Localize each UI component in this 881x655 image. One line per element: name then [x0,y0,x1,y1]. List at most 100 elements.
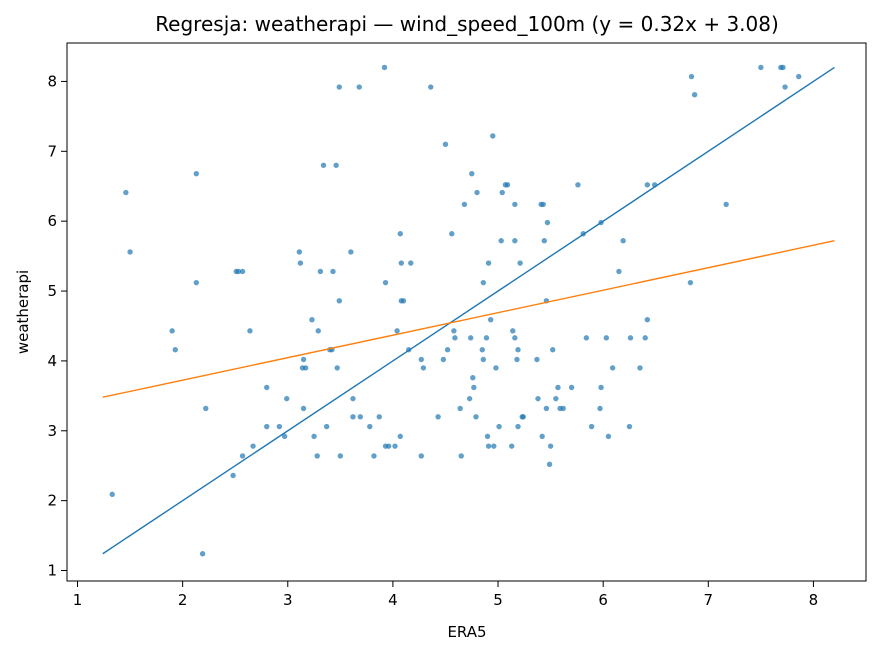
scatter-point [371,453,377,459]
scatter-point [311,433,317,440]
scatter-point [109,491,115,498]
scatter-point [469,170,475,177]
x-axis: 1 2 3 4 5 6 7 8 [73,581,818,609]
scatter-point [317,268,324,275]
scatter-point [512,201,518,208]
scatter-point [302,365,309,371]
scatter-point [544,219,551,226]
scatter-point [644,316,651,323]
scatter-point [490,133,496,139]
scatter-point [199,551,206,557]
scatter-point [626,423,633,430]
scatter-point [470,374,476,381]
scatter-point [250,443,256,449]
scatter-point [435,414,441,420]
scatter-point [300,356,307,363]
scatter-point [123,189,129,196]
scatter-point [479,347,485,353]
scatter-point [428,84,434,90]
y-tick-label: 1 [47,562,57,580]
scatter-point [400,298,407,304]
scatter-point [398,260,405,266]
scatter-point [491,443,497,449]
scatter-point [334,365,340,371]
scatter-point [230,472,236,479]
scatter-point [235,268,242,275]
scatter-point [247,328,253,334]
scatter-point [203,405,209,412]
y-tick-label: 7 [47,142,57,160]
scatter-point [461,201,468,208]
scatter-point [539,433,545,440]
scatter-point [510,328,516,334]
scatter-point [382,279,389,286]
scatter-point [127,249,133,255]
scatter-point [485,260,492,266]
scatter-point [688,73,695,80]
scatter-point [512,335,518,341]
scatter-point [444,347,451,353]
scatter-point [603,335,610,341]
scatter-point [297,260,304,266]
scatter-point [348,249,354,255]
scatter-point [169,328,175,334]
scatter-point [420,365,427,371]
scatter-point [605,433,612,440]
scatter-point [499,189,505,196]
scatter-point [575,182,581,188]
x-tick-label: 7 [704,591,714,609]
scatter-point [687,279,694,286]
scatter-point [309,316,315,323]
scatter-point [517,260,523,266]
scatter-point [487,316,494,323]
scatter-point [281,433,288,440]
scatter-point [330,268,336,275]
scatter-point [509,443,515,449]
scatter-point [534,356,540,363]
scatter-point [609,365,616,371]
scatter-point [498,238,504,244]
scatter-point [512,238,518,244]
scatter-point [350,395,356,402]
scatter-point [485,443,492,449]
scatter-point [637,365,643,371]
scatter-point [620,238,626,244]
x-tick-label: 3 [283,591,293,609]
scatter-point [418,356,424,363]
scatter-point [514,356,520,363]
scatter-point [493,365,499,371]
scatter-point [597,405,603,412]
scatter-point [598,384,604,391]
scatter-point [408,260,414,266]
scatter-point [541,238,547,244]
scatter-point [239,268,246,275]
scatter-point [471,384,477,391]
scatter-point [553,395,559,402]
y-tick-label: 4 [47,352,57,370]
scatter-point [264,423,270,430]
scatter-point [480,356,487,363]
scatter-point [320,162,327,168]
scatter-point [466,395,473,402]
y-axis: 1 2 3 4 5 6 7 8 [47,72,67,580]
scatter-point [691,92,698,98]
identity-line [102,66,835,555]
y-tick-label: 5 [47,282,57,300]
scatter-point [381,64,388,71]
scatter-point [452,335,458,341]
scatter-point [515,347,521,353]
regression-line [102,240,835,398]
scatter-point [239,453,246,459]
scatter-point [540,201,546,208]
y-tick-label: 2 [47,492,57,510]
plot-frame [66,42,867,582]
x-tick-label: 1 [73,591,83,609]
scatter-point [336,84,342,90]
scatter-point [386,443,392,449]
scatter-point [356,84,362,90]
scatter-point [394,328,400,334]
x-tick-label: 5 [493,591,503,609]
scatter-point [336,298,342,304]
scatter-point [796,73,802,80]
scatter-point [504,182,511,188]
